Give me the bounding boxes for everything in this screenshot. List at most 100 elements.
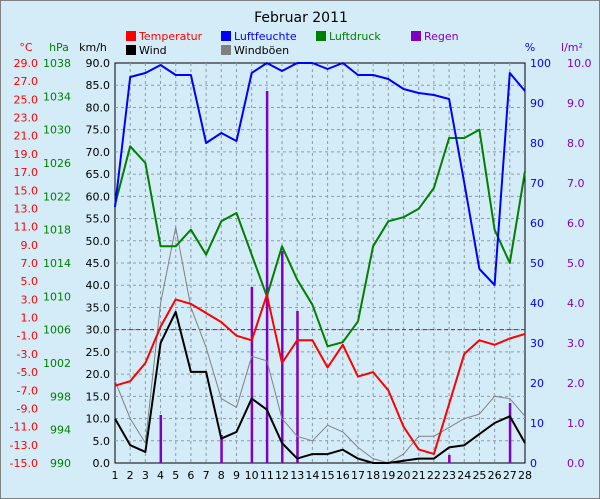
wind-tick-label: 45.0 <box>86 257 111 270</box>
wind-tick-label: 85.0 <box>86 79 111 92</box>
rain-tick-label: 4.0 <box>567 297 585 310</box>
x-tick-label: 11 <box>260 469 274 482</box>
legend-swatch-temperatur <box>126 31 136 41</box>
humidity-tick-label: 30 <box>530 337 544 350</box>
pressure-tick-label: 1034 <box>43 90 71 103</box>
wind-tick-label: 90.0 <box>86 57 111 70</box>
temperature-tick-label: 27.0 <box>14 75 39 88</box>
temperature-tick-label: 5.0 <box>21 275 39 288</box>
temperature-tick-label: 13.0 <box>14 202 39 215</box>
temperature-tick-label: -15.0 <box>10 457 38 470</box>
rain-tick-label: 2.0 <box>567 377 585 390</box>
rain-tick-label: 0.0 <box>567 457 585 470</box>
temperature-tick-label: 7.0 <box>21 257 39 270</box>
legend-label-windben: Windböen <box>234 44 289 57</box>
wind-tick-label: 50.0 <box>86 235 111 248</box>
rain-bar <box>265 91 269 463</box>
pressure-unit: hPa <box>49 41 69 54</box>
legend-swatch-luftfeuchte <box>221 31 231 41</box>
rain-tick-label: 10.0 <box>567 57 592 70</box>
pressure-tick-label: 994 <box>50 424 71 437</box>
temperature-tick-label: 25.0 <box>14 93 39 106</box>
x-tick-label: 19 <box>381 469 395 482</box>
pressure-tick-label: 1010 <box>43 290 71 303</box>
x-tick-label: 25 <box>472 469 486 482</box>
x-tick-label: 6 <box>187 469 194 482</box>
humidity-tick-label: 60 <box>530 217 544 230</box>
humidity-tick-label: 0 <box>530 457 537 470</box>
rain-bar <box>296 311 299 463</box>
wind-tick-label: 15.0 <box>86 390 111 403</box>
wind-tick-label: 65.0 <box>86 168 111 181</box>
x-tick-label: 4 <box>157 469 164 482</box>
rain-tick-label: 8.0 <box>567 137 585 150</box>
x-tick-label: 7 <box>203 469 210 482</box>
rain-bar <box>220 435 223 463</box>
rain-tick-label: 9.0 <box>567 97 585 110</box>
wind-tick-label: 0.0 <box>93 457 111 470</box>
rain-unit: l/m² <box>561 41 583 54</box>
legend-swatch-wind <box>126 45 136 55</box>
temperature-tick-label: -9.0 <box>17 402 38 415</box>
x-tick-label: 21 <box>412 469 426 482</box>
wind-tick-label: 75.0 <box>86 124 111 137</box>
x-tick-label: 2 <box>127 469 134 482</box>
series-line-wind <box>114 310 526 464</box>
wind-tick-label: 10.0 <box>86 413 111 426</box>
rain-bar <box>281 251 284 463</box>
wind-tick-label: 80.0 <box>86 101 111 114</box>
series-lines <box>114 62 526 464</box>
x-tick-label: 12 <box>275 469 289 482</box>
legend-swatch-regen <box>411 31 421 41</box>
x-tick-label: 3 <box>142 469 149 482</box>
series-line-windben <box>114 226 526 464</box>
wind-tick-label: 40.0 <box>86 279 111 292</box>
wind-tick-label: 35.0 <box>86 301 111 314</box>
x-tick-label: 10 <box>245 469 259 482</box>
x-tick-label: 14 <box>305 469 319 482</box>
rain-bar <box>250 287 254 463</box>
pressure-tick-label: 998 <box>50 390 71 403</box>
x-tick-label: 5 <box>172 469 179 482</box>
temperature-tick-label: -11.0 <box>10 421 38 434</box>
legend-label-temperatur: Temperatur <box>138 30 203 43</box>
x-tick-label: 26 <box>488 469 502 482</box>
x-tick-label: 1 <box>112 469 119 482</box>
temperature-tick-label: -5.0 <box>17 366 38 379</box>
series-line-luftfeuchte <box>114 62 526 286</box>
wind-tick-label: 55.0 <box>86 213 111 226</box>
rain-tick-label: 1.0 <box>567 417 585 430</box>
legend-swatch-windben <box>221 45 231 55</box>
x-tick-label: 16 <box>336 469 350 482</box>
temperature-tick-label: -3.0 <box>17 348 38 361</box>
x-tick-label: 15 <box>321 469 335 482</box>
temperature-tick-label: 11.0 <box>14 221 39 234</box>
humidity-tick-label: 80 <box>530 137 544 150</box>
pressure-tick-label: 1014 <box>43 257 71 270</box>
rain-tick-label: 5.0 <box>567 257 585 270</box>
x-tick-label: 9 <box>233 469 240 482</box>
pressure-tick-label: 990 <box>50 457 71 470</box>
wind-tick-label: 70.0 <box>86 146 111 159</box>
humidity-tick-label: 10 <box>530 417 544 430</box>
temperature-tick-label: 29.0 <box>14 57 39 70</box>
x-tick-label: 27 <box>503 469 517 482</box>
wind-unit: km/h <box>79 41 107 54</box>
axis-unit-labels: °C hPa km/h% l/m² <box>19 41 583 54</box>
legend-label-luftdruck: Luftdruck <box>329 30 381 43</box>
pressure-tick-label: 1030 <box>43 124 71 137</box>
rain-bar <box>448 455 451 463</box>
temperature-tick-label: -13.0 <box>10 439 38 452</box>
wind-tick-label: 30.0 <box>86 324 111 337</box>
humidity-unit: % <box>525 41 535 54</box>
legend-swatch-luftdruck <box>316 31 326 41</box>
rain-tick-label: 7.0 <box>567 177 585 190</box>
wind-tick-label: 5.0 <box>93 435 111 448</box>
series-line-temperatur <box>114 293 526 455</box>
x-tick-label: 28 <box>518 469 532 482</box>
chart-title: Februar 2011 <box>254 10 348 26</box>
legend-label-wind: Wind <box>139 44 167 57</box>
